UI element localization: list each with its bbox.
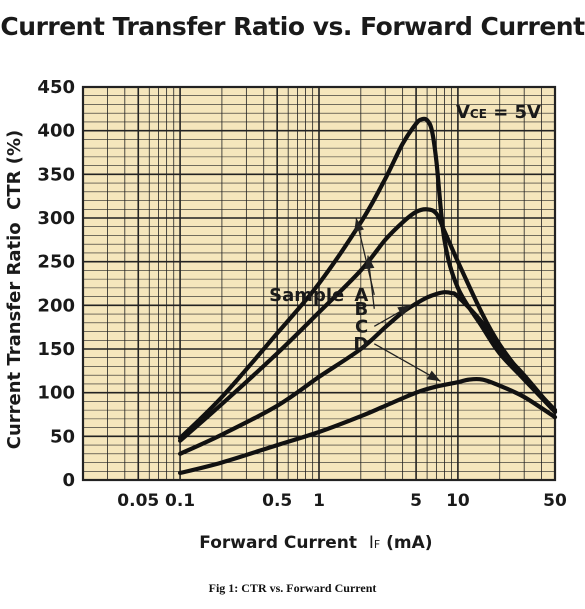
arrow-head-d [426, 370, 441, 382]
arrow-head-b [364, 255, 375, 270]
x-tick-label: 0.05 [117, 491, 159, 511]
sample-arrows [354, 217, 441, 382]
x-tick-label: 1 [313, 491, 325, 511]
y-axis-ticks: 0 50 100 150 200 250 300 350 400 450 [37, 77, 75, 491]
x-tick-label: 0.1 [165, 491, 195, 511]
y-tick-label: 0 [62, 470, 75, 491]
curves [178, 116, 558, 476]
plot-frame [81, 85, 557, 482]
series-label-c: C [355, 316, 368, 337]
vce-value: = 5V [487, 102, 541, 123]
chart-title: Current Transfer Ratio vs. Forward Curre… [0, 12, 585, 41]
y-tick-label: 250 [37, 252, 75, 273]
x-axis-label-spacer [357, 533, 369, 553]
y-tick-label: 100 [37, 383, 75, 404]
y-tick-label: 300 [37, 208, 75, 229]
x-axis-label-subscript: F [374, 538, 380, 551]
x-tick-label: 50 [543, 491, 567, 511]
grid-lines [82, 86, 556, 481]
curve-b [178, 207, 558, 443]
y-tick-label: 450 [37, 77, 75, 98]
series-label-b: B [355, 299, 369, 320]
x-axis-label-symbol: I [369, 533, 374, 553]
curve-c [178, 290, 558, 456]
curve-a [178, 116, 558, 441]
vce-annotation: VCE = 5V [456, 102, 541, 123]
y-tick-label: 150 [37, 339, 75, 360]
x-tick-label: 5 [410, 491, 422, 511]
y-tick-label: 200 [37, 295, 75, 316]
y-axis-label: Current Transfer Ratio CTR (%) [4, 130, 25, 450]
vce-symbol: V [456, 102, 470, 123]
series-label-d: D [353, 334, 368, 355]
x-axis-ticks: 0.05 0.1 0.5 1 5 10 50 [117, 491, 567, 511]
x-tick-label: 0.5 [262, 491, 292, 511]
x-axis-label-unit: (mA) [386, 533, 432, 553]
x-tick-label: 10 [446, 491, 470, 511]
y-tick-label: 350 [37, 164, 75, 185]
figure-caption: Fig 1: CTR vs. Forward Current [208, 581, 377, 595]
x-axis-label: Forward Current IF (mA) [170, 533, 451, 553]
y-tick-label: 50 [50, 426, 75, 447]
x-axis-label-text: Forward Current [199, 533, 357, 553]
arrow-head-c [397, 305, 412, 317]
y-tick-label: 400 [37, 121, 75, 142]
series-label-a: A [354, 285, 368, 306]
vce-subscript: CE [470, 107, 487, 121]
arrow-head-a [354, 218, 364, 232]
sample-label: Sample [269, 285, 344, 306]
curve-d [178, 376, 558, 476]
